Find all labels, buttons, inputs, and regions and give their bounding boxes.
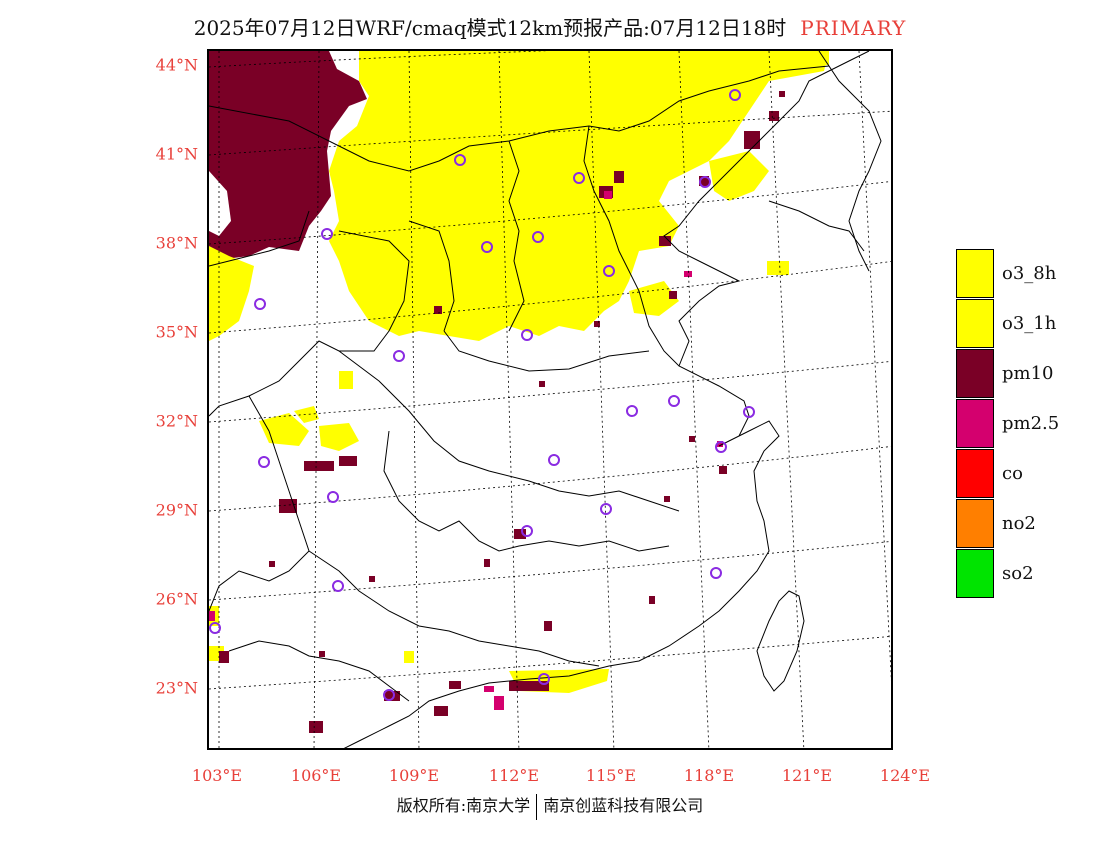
legend-swatch-o3-8h — [956, 249, 994, 298]
primary-tag: PRIMARY — [800, 16, 907, 40]
lat-label-29n: 29°N — [155, 500, 198, 520]
station-markers — [209, 89, 755, 701]
legend-label-o3-1h: o3_1h — [1002, 313, 1057, 334]
legend-swatch-no2 — [956, 499, 994, 548]
legend-swatch-so2 — [956, 549, 994, 598]
graticule — [209, 51, 891, 748]
title-text: 2025年07月12日WRF/cmaq模式12km预报产品:07月12日18时 — [193, 16, 787, 40]
legend-label-so2: so2 — [1002, 563, 1034, 584]
lon-label-112e: 112°E — [488, 766, 540, 785]
lat-label-38n: 38°N — [155, 233, 198, 253]
lon-label-103e: 103°E — [191, 766, 243, 785]
legend-label-pm10: pm10 — [1002, 363, 1054, 384]
legend-swatch-o3-1h — [956, 299, 994, 348]
legend-label-o3-8h: o3_8h — [1002, 263, 1057, 284]
o3-region-shandong — [629, 281, 679, 316]
legend-label-no2: no2 — [1002, 513, 1036, 534]
pm10-region-northwest — [209, 51, 367, 261]
map-canvas — [209, 51, 891, 748]
legend-swatch-pm25 — [956, 399, 994, 448]
lat-label-44n: 44°N — [155, 55, 198, 75]
boundaries — [209, 51, 882, 748]
copyright-left: 版权所有:南京大学 — [396, 796, 531, 815]
legend-label-co: co — [1002, 463, 1023, 484]
o3-region-west — [209, 246, 254, 341]
map-title: 2025年07月12日WRF/cmaq模式12km预报产品:07月12日18时 P… — [0, 12, 1100, 41]
o3-region-neat — [679, 91, 729, 136]
lon-label-106e: 106°E — [290, 766, 342, 785]
lon-label-124e: 124°E — [879, 766, 931, 785]
lat-label-26n: 26°N — [155, 589, 198, 609]
lat-label-32n: 32°N — [155, 411, 198, 431]
lat-label-41n: 41°N — [155, 144, 198, 164]
legend-swatch-pm10 — [956, 349, 994, 398]
lat-label-35n: 35°N — [155, 322, 198, 342]
lon-label-109e: 109°E — [388, 766, 440, 785]
pm25-cells — [209, 191, 723, 710]
lon-label-121e: 121°E — [781, 766, 833, 785]
legend-swatch-co — [956, 449, 994, 498]
lat-label-23n: 23°N — [155, 678, 198, 698]
legend-label-pm25: pm2.5 — [1002, 413, 1060, 434]
lon-label-118e: 118°E — [683, 766, 735, 785]
o3-region-northeast — [709, 151, 769, 201]
footer-divider — [536, 793, 538, 820]
forecast-map — [207, 49, 893, 750]
pm10-white-hole — [209, 171, 231, 236]
copyright-right: 南京创蓝科技有限公司 — [543, 796, 704, 815]
copyright-footer: 版权所有:南京大学 南京创蓝科技有限公司 — [0, 792, 1100, 820]
lon-label-115e: 115°E — [585, 766, 637, 785]
